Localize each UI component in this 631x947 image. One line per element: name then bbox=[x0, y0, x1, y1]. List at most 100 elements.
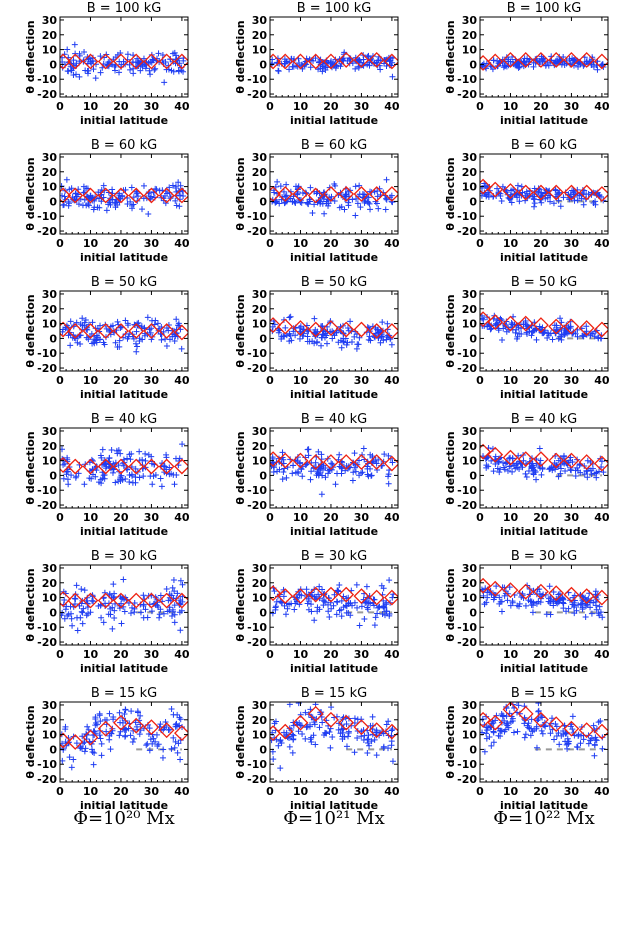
scatter-point bbox=[61, 193, 68, 200]
scatter-point bbox=[319, 719, 326, 726]
plot-area bbox=[270, 702, 398, 772]
mean-diamond bbox=[82, 187, 99, 204]
scatter-point bbox=[596, 612, 603, 619]
scatter-point bbox=[147, 71, 154, 78]
scatter-point bbox=[83, 185, 90, 192]
scatter-point bbox=[374, 326, 381, 333]
mean-diamond bbox=[128, 187, 145, 204]
scatter-point bbox=[317, 200, 324, 207]
scatter-point bbox=[180, 192, 187, 199]
mean-diamond bbox=[97, 187, 114, 204]
scatter-point bbox=[126, 478, 133, 485]
scatter-point bbox=[334, 599, 341, 606]
scatter-point bbox=[488, 742, 495, 749]
scatter-point bbox=[142, 606, 149, 613]
scatter-point bbox=[555, 197, 562, 204]
scatter-point bbox=[574, 464, 581, 471]
x-tick-label: 10 bbox=[293, 100, 309, 113]
y-tick-label: -10 bbox=[37, 210, 57, 223]
scatter-point bbox=[287, 313, 294, 320]
scatter-point bbox=[547, 330, 554, 337]
mean-diamond bbox=[60, 187, 71, 204]
mean-diamond bbox=[270, 585, 281, 602]
scatter-point bbox=[310, 57, 317, 64]
scatter-point bbox=[507, 454, 514, 461]
y-axis-label: θ deflection bbox=[24, 431, 37, 504]
mean-diamond bbox=[128, 53, 145, 70]
scatter-point bbox=[311, 617, 318, 624]
scatter-point bbox=[287, 195, 294, 202]
scatter-point bbox=[522, 602, 529, 609]
scatter-point bbox=[319, 331, 326, 338]
scatter-point bbox=[105, 189, 112, 196]
y-tick-label: -10 bbox=[457, 484, 477, 497]
scatter-point bbox=[156, 611, 163, 618]
x-axis-label: initial latitude bbox=[290, 114, 378, 127]
x-tick-label: 10 bbox=[293, 237, 309, 250]
scatter-point bbox=[575, 63, 582, 70]
mean-diamond bbox=[67, 458, 84, 475]
scatter-point bbox=[574, 197, 581, 204]
x-tick-label: 40 bbox=[594, 648, 610, 661]
mean-diamond bbox=[82, 592, 99, 609]
scatter-point bbox=[290, 462, 297, 469]
scatter-point bbox=[352, 183, 359, 190]
y-tick-label: 30 bbox=[252, 562, 268, 575]
scatter-point bbox=[386, 611, 393, 618]
scatter-point bbox=[383, 608, 390, 615]
scatter-point bbox=[105, 611, 112, 618]
scatter-point bbox=[599, 614, 606, 621]
scatter-point bbox=[79, 609, 86, 616]
scatter-point bbox=[521, 734, 528, 741]
mean-diamond bbox=[368, 52, 385, 68]
scatter-point bbox=[96, 712, 103, 719]
x-tick-label: 20 bbox=[533, 785, 549, 798]
scatter-point bbox=[111, 615, 118, 622]
mean-diamond bbox=[353, 321, 370, 338]
scatter-point bbox=[64, 612, 71, 619]
scatter-point bbox=[172, 738, 179, 745]
y-tick-label: 30 bbox=[462, 288, 478, 301]
x-tick-label: 0 bbox=[476, 100, 484, 113]
scatter-point bbox=[140, 592, 147, 599]
scatter-point bbox=[529, 328, 536, 335]
mean-diamond bbox=[578, 320, 595, 336]
scatter-point bbox=[533, 336, 540, 343]
scatter-point bbox=[559, 595, 566, 602]
scatter-point bbox=[361, 732, 368, 739]
x-tick-label: 0 bbox=[476, 648, 484, 661]
mean-diamond bbox=[113, 187, 129, 204]
x-tick-label: 10 bbox=[503, 511, 519, 524]
scatter-point bbox=[125, 333, 132, 340]
mean-diamond bbox=[368, 589, 385, 606]
y-tick-label: 0 bbox=[49, 743, 57, 756]
scatter-point bbox=[64, 67, 71, 74]
scatter-point bbox=[526, 328, 533, 335]
scatter-point bbox=[318, 334, 325, 341]
x-tick-label: 20 bbox=[323, 237, 339, 250]
panel-title: B = 100 kG bbox=[297, 1, 372, 16]
scatter-point bbox=[503, 459, 510, 466]
scatter-point bbox=[273, 598, 280, 605]
scatter-point bbox=[352, 212, 359, 219]
x-tick-label: 40 bbox=[384, 648, 400, 661]
scatter-point bbox=[159, 460, 166, 467]
x-tick-label: 20 bbox=[533, 511, 549, 524]
scatter-point bbox=[132, 340, 139, 347]
scatter-point bbox=[114, 318, 121, 325]
scatter-point bbox=[559, 594, 566, 601]
scatter-point bbox=[68, 615, 75, 622]
scatter-point bbox=[163, 451, 170, 458]
mean-diamond bbox=[158, 458, 175, 475]
x-tick-label: 20 bbox=[113, 785, 129, 798]
scatter-point bbox=[291, 606, 298, 613]
scatter-point bbox=[160, 726, 167, 733]
scatter-point bbox=[527, 732, 534, 739]
scatter-point bbox=[106, 736, 113, 743]
scatter-point bbox=[342, 602, 349, 609]
scatter-point bbox=[338, 597, 345, 604]
scatter-point bbox=[351, 749, 358, 756]
y-tick-label: -20 bbox=[457, 225, 477, 238]
scatter-point bbox=[106, 590, 113, 597]
scatter-point bbox=[533, 600, 540, 607]
